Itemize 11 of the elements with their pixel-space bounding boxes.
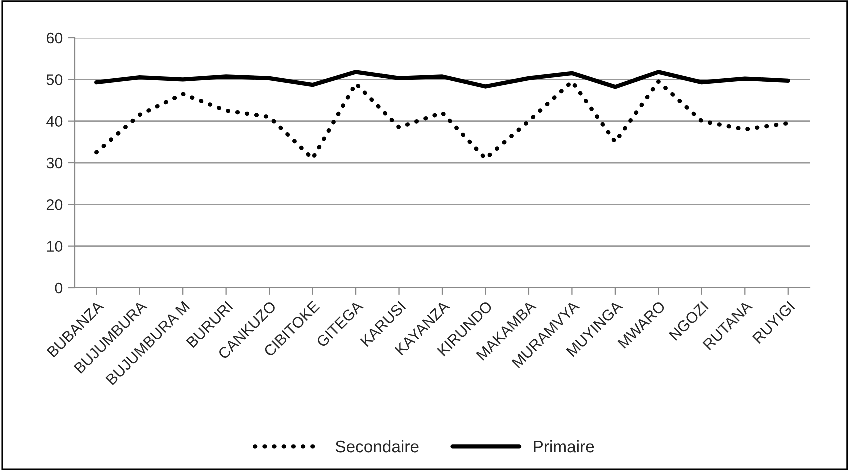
y-tick-label: 0 bbox=[55, 282, 63, 294]
y-tick-label: 40 bbox=[46, 116, 63, 128]
legend-label: Primaire bbox=[534, 440, 594, 453]
line-series bbox=[94, 70, 790, 90]
y-tick-label: 20 bbox=[46, 200, 63, 210]
legend-label: Secondaire bbox=[336, 440, 419, 453]
y-tick-label: 30 bbox=[46, 158, 63, 169]
line-series bbox=[94, 80, 790, 161]
y-tick-label: 50 bbox=[46, 74, 63, 86]
y-tick-label: 10 bbox=[47, 241, 63, 252]
y-tick-label: 60 bbox=[46, 32, 63, 44]
